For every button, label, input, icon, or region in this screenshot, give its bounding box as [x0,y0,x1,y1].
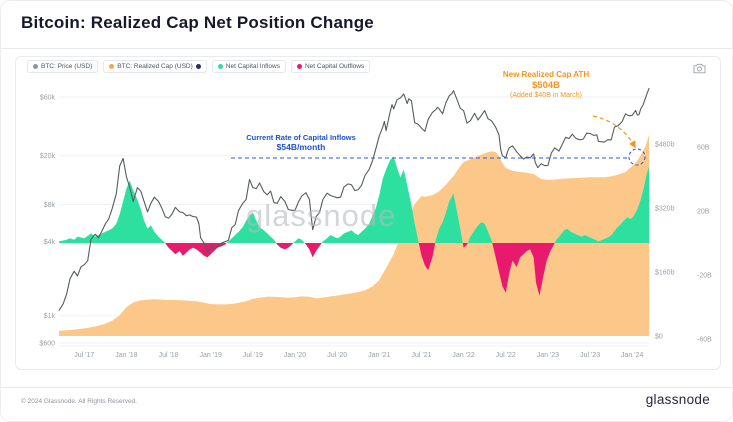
svg-text:Jan '22: Jan '22 [452,352,474,359]
svg-text:$60k: $60k [40,95,56,102]
outflows-series-dot [296,64,302,69]
svg-text:Jul '23: Jul '23 [580,352,600,359]
svg-text:Jul '17: Jul '17 [74,352,94,359]
ath-annotation-line3: (Added $40B in March) [510,91,582,99]
legend-label: Net Capital Outflows [304,63,365,70]
svg-text:$320b: $320b [655,206,675,213]
svg-text:Jul '19: Jul '19 [243,352,263,359]
realized-cap-ath-annotation: New Realized Cap ATH $504B (Added $40B i… [463,70,629,101]
svg-text:$160b: $160b [655,270,675,277]
btc-price-line [58,87,650,311]
header-divider [1,48,732,49]
svg-text:$4k: $4k [44,239,56,246]
svg-text:$0: $0 [655,334,663,341]
svg-text:Jan '20: Jan '20 [284,352,306,359]
svg-text:$8k: $8k [44,202,56,209]
legend-item-realized-cap[interactable]: BTC: Realized Cap (USD) [103,60,207,73]
realized-cap-area [59,134,650,336]
copyright-text: © 2024 Glassnode. All Rights Reserved. [21,398,138,405]
chart-panel [15,56,721,370]
svg-text:-20B: -20B [697,273,712,280]
page-title: Bitcoin: Realized Cap Net Position Chang… [21,13,374,32]
svg-text:Jan '18: Jan '18 [115,352,137,359]
ath-annotation-line2: $504B [532,80,560,91]
price-series-dot [33,64,38,69]
inflows-series-dot [217,64,223,69]
capital-inflow-annotation: Current Rate of Capital Inflows $54B/mon… [216,133,386,153]
inflow-annotation-line2: $54B/month [276,142,326,153]
ath-arrow [592,115,636,149]
legend-label: BTC: Price (USD) [41,63,93,70]
net-position-areas [59,156,650,296]
svg-text:Jul '21: Jul '21 [411,352,431,359]
chart-legend: BTC: Price (USD) BTC: Realized Cap (USD)… [27,60,371,73]
realized-cap-secondary-dot [195,64,201,69]
legend-label: BTC: Realized Cap (USD) [117,63,193,70]
svg-text:Jan '24: Jan '24 [621,352,643,359]
camera-icon[interactable] [693,61,706,79]
realized-cap-series-dot [109,64,115,69]
svg-text:$1k: $1k [44,313,56,320]
legend-item-btc-price[interactable]: BTC: Price (USD) [27,60,99,73]
svg-text:20B: 20B [697,209,710,216]
svg-text:-60B: -60B [697,337,712,344]
legend-item-net-outflows[interactable]: Net Capital Outflows [290,60,371,73]
svg-text:Jan '19: Jan '19 [200,352,222,359]
svg-text:$600: $600 [39,341,55,348]
glassnode-logo: glassnode [645,392,710,407]
svg-text:Jul '18: Jul '18 [159,352,179,359]
svg-text:Jul '20: Jul '20 [327,352,347,359]
svg-text:Jul '22: Jul '22 [496,352,516,359]
svg-text:$20k: $20k [40,153,56,160]
ath-annotation-line1: New Realized Cap ATH [502,70,590,79]
glassnode-watermark: glassnode [246,198,397,233]
legend-label: Net Capital Inflows [225,63,280,70]
svg-text:$480b: $480b [655,142,675,149]
inflow-annotation-line1: Current Rate of Capital Inflows [246,133,356,142]
svg-text:Jan '21: Jan '21 [368,352,390,359]
legend-item-net-inflows[interactable]: Net Capital Inflows [211,60,286,73]
inflow-rate-dashed-line [231,148,646,166]
footer-divider [1,387,732,388]
svg-text:Jan '23: Jan '23 [537,352,559,359]
axis-labels: $60k $20k $8k $4k $1k $600 $480b $320b $160b $0 60… [39,95,712,360]
svg-text:60B: 60B [697,145,710,152]
